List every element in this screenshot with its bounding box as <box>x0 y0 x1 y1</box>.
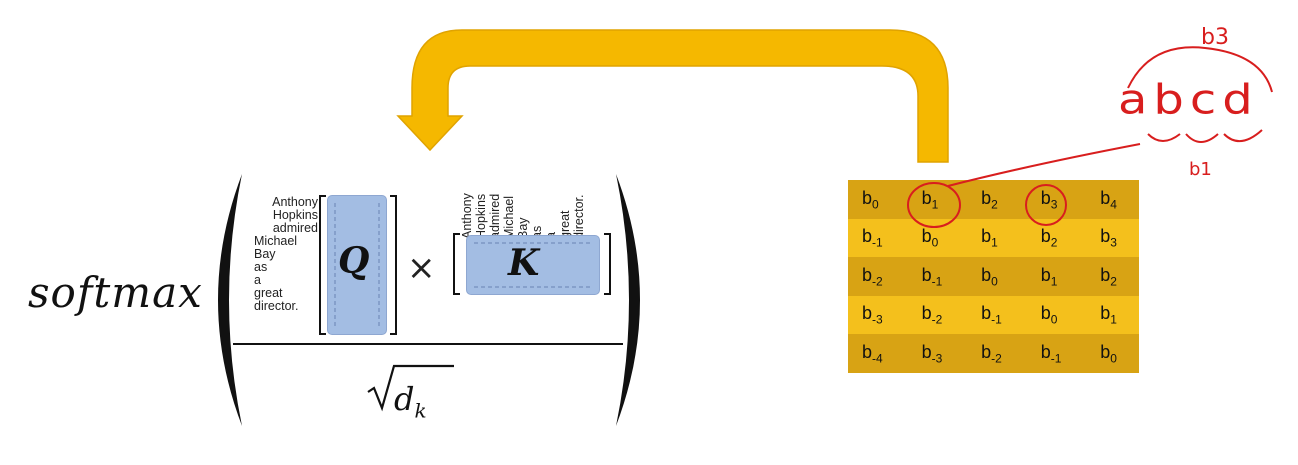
arc-ab <box>1148 134 1180 141</box>
handwritten-b3: b3 <box>1201 25 1229 50</box>
arc-bc <box>1186 134 1218 142</box>
handwritten-b1: b1 <box>1189 159 1212 180</box>
arc-cd <box>1224 130 1262 141</box>
circle-b3 <box>1026 185 1066 225</box>
handwritten-abcd: abcd <box>1118 76 1259 124</box>
connector-line <box>948 144 1140 186</box>
circle-b1 <box>908 183 960 227</box>
